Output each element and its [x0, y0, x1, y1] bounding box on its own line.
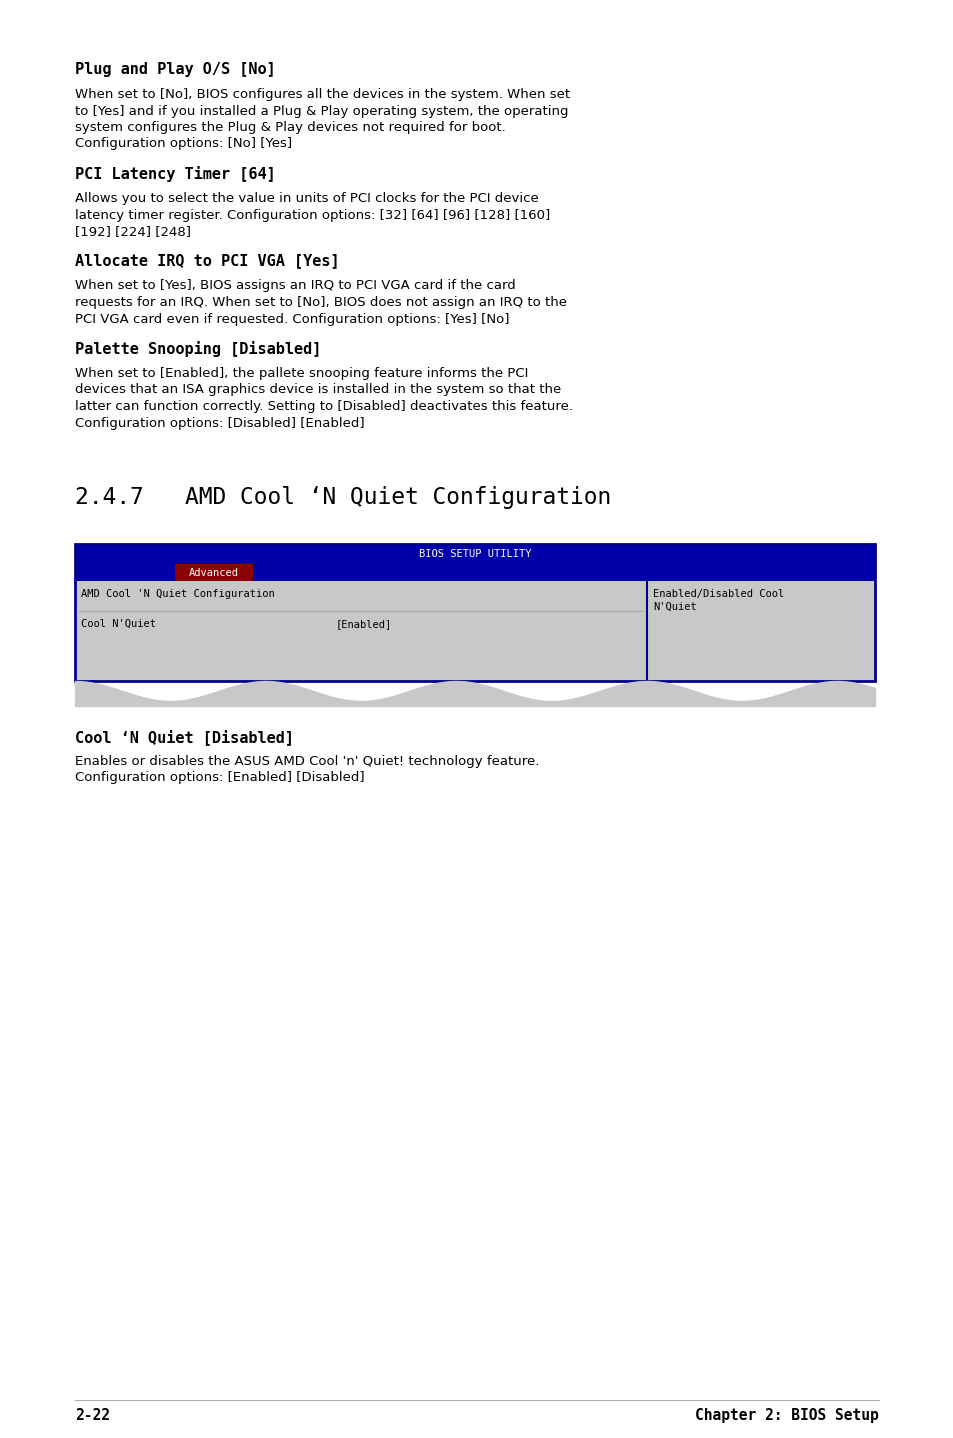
Text: Plug and Play O/S [No]: Plug and Play O/S [No]	[75, 62, 275, 78]
Text: Cool N'Quiet: Cool N'Quiet	[81, 618, 156, 628]
Bar	[75, 581, 646, 682]
Text: system configures the Plug & Play devices not required for boot.: system configures the Plug & Play device…	[75, 121, 505, 134]
Text: Enables or disables the ASUS AMD Cool 'n' Quiet! technology feature.: Enables or disables the ASUS AMD Cool 'n…	[75, 755, 538, 768]
Text: latency timer register. Configuration options: [32] [64] [96] [128] [160]: latency timer register. Configuration op…	[75, 209, 550, 221]
Text: When set to [Yes], BIOS assigns an IRQ to PCI VGA card if the card: When set to [Yes], BIOS assigns an IRQ t…	[75, 279, 516, 292]
Text: devices that an ISA graphics device is installed in the system so that the: devices that an ISA graphics device is i…	[75, 384, 560, 397]
Text: [Enabled]: [Enabled]	[335, 618, 392, 628]
Text: Allows you to select the value in units of PCI clocks for the PCI device: Allows you to select the value in units …	[75, 193, 538, 206]
Text: latter can function correctly. Setting to [Disabled] deactivates this feature.: latter can function correctly. Setting t…	[75, 400, 573, 413]
Text: BIOS SETUP UTILITY: BIOS SETUP UTILITY	[418, 549, 531, 559]
Text: to [Yes] and if you installed a Plug & Play operating system, the operating: to [Yes] and if you installed a Plug & P…	[75, 105, 568, 118]
Text: Configuration options: [No] [Yes]: Configuration options: [No] [Yes]	[75, 138, 292, 151]
Text: requests for an IRQ. When set to [No], BIOS does not assign an IRQ to the: requests for an IRQ. When set to [No], B…	[75, 296, 566, 309]
Text: Cool ‘N Quiet [Disabled]: Cool ‘N Quiet [Disabled]	[75, 729, 294, 745]
Text: When set to [No], BIOS configures all the devices in the system. When set: When set to [No], BIOS configures all th…	[75, 88, 570, 101]
Bar	[75, 544, 874, 682]
Bar	[75, 564, 874, 581]
Text: Configuration options: [Enabled] [Disabled]: Configuration options: [Enabled] [Disabl…	[75, 772, 364, 785]
Text: PCI VGA card even if requested. Configuration options: [Yes] [No]: PCI VGA card even if requested. Configur…	[75, 312, 509, 325]
Text: Allocate IRQ to PCI VGA [Yes]: Allocate IRQ to PCI VGA [Yes]	[75, 253, 339, 269]
Text: When set to [Enabled], the pallete snooping feature informs the PCI: When set to [Enabled], the pallete snoop…	[75, 367, 528, 380]
Bar	[75, 544, 874, 564]
Text: N'Quiet: N'Quiet	[652, 603, 696, 613]
Text: PCI Latency Timer [64]: PCI Latency Timer [64]	[75, 165, 275, 183]
Text: 2.4.7   AMD Cool ‘N Quiet Configuration: 2.4.7 AMD Cool ‘N Quiet Configuration	[75, 486, 611, 509]
Text: [192] [224] [248]: [192] [224] [248]	[75, 224, 191, 239]
Text: Palette Snooping [Disabled]: Palette Snooping [Disabled]	[75, 341, 321, 357]
Text: AMD Cool 'N Quiet Configuration: AMD Cool 'N Quiet Configuration	[81, 590, 274, 600]
Text: 2-22: 2-22	[75, 1408, 110, 1424]
Text: Enabled/Disabled Cool: Enabled/Disabled Cool	[652, 590, 783, 600]
Bar	[174, 564, 253, 581]
Text: Chapter 2: BIOS Setup: Chapter 2: BIOS Setup	[695, 1408, 878, 1424]
Text: Advanced: Advanced	[189, 568, 239, 578]
Text: Configuration options: [Disabled] [Enabled]: Configuration options: [Disabled] [Enabl…	[75, 417, 364, 430]
Bar	[646, 581, 874, 682]
